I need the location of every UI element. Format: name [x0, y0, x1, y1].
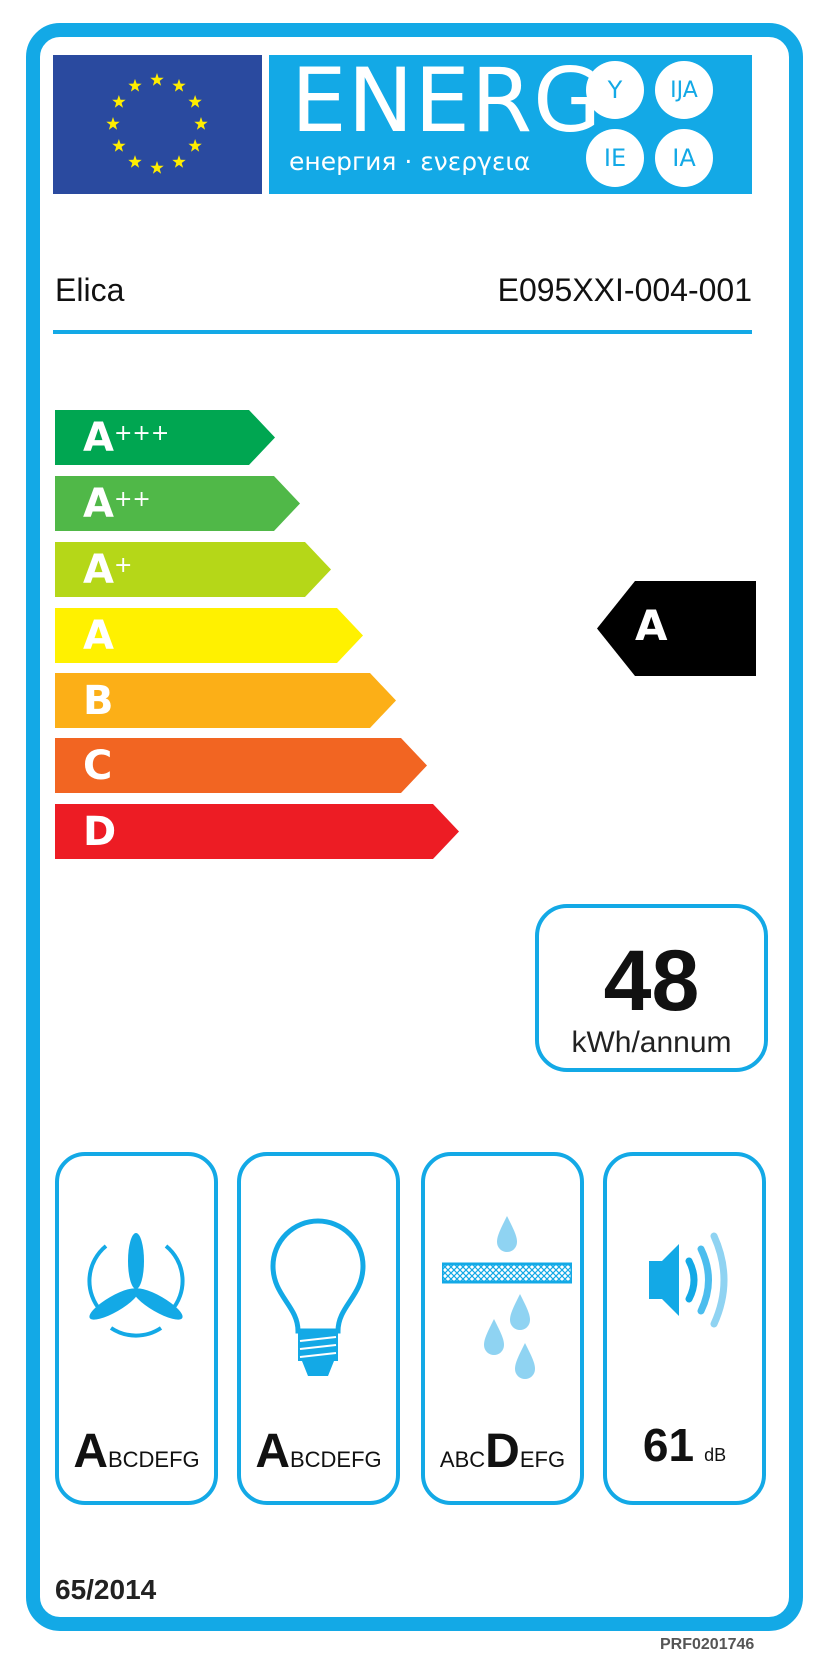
product-class-label: A — [635, 601, 668, 650]
energy-class-label: A+++ — [83, 415, 170, 461]
annual-consumption-box: 48 kWh/annum — [535, 904, 768, 1072]
light-bulb-icon — [270, 1218, 366, 1376]
energy-class-bar: A++ — [55, 476, 300, 531]
energy-class-bar: D — [55, 804, 459, 859]
language-suffix: IE — [586, 129, 644, 187]
energy-class-label: D — [83, 809, 117, 855]
language-suffix: IA — [655, 129, 713, 187]
fluid-dynamic-class: ABCDEFG — [73, 1425, 200, 1478]
energy-class-label: C — [83, 743, 113, 789]
star — [112, 95, 126, 108]
grease-filter-icon — [442, 1216, 572, 1379]
lighting-class: ABCDEFG — [255, 1425, 382, 1478]
energy-class-bar: C — [55, 738, 427, 793]
fan-icon — [87, 1233, 185, 1338]
model-identifier: E095XXI-004-001 — [497, 272, 752, 308]
energy-class-bar: A+++ — [55, 410, 275, 465]
star — [150, 73, 164, 86]
energy-class-label: B — [83, 678, 114, 724]
speaker-noise-icon — [649, 1232, 728, 1328]
star — [128, 78, 142, 92]
grease-filtering-class: ABCDEFG — [439, 1425, 566, 1478]
star — [188, 95, 202, 108]
language-suffix: IJA — [655, 61, 713, 119]
supplier-name: Elica — [55, 272, 125, 308]
consumption-value: 48 — [603, 933, 700, 1029]
energy-class-bar: B — [55, 673, 396, 728]
fluid-dynamic-efficiency-box: ABCDEFG — [55, 1152, 218, 1505]
energy-class-bar: A+ — [55, 542, 331, 597]
energy-title: ENERG — [291, 49, 603, 152]
eu-stars-icon — [106, 73, 208, 174]
star — [106, 117, 120, 130]
noise-level: 61 dB — [642, 1419, 727, 1471]
star — [194, 117, 208, 130]
consumption-unit: kWh/annum — [571, 1026, 732, 1059]
energy-class-label: A++ — [83, 481, 151, 527]
energy-class-label: A — [83, 613, 114, 659]
product-class-arrow: A — [597, 581, 756, 676]
star — [172, 155, 186, 168]
star — [188, 139, 202, 152]
star — [128, 155, 142, 168]
energy-subtitle: енергия · ενεργεια — [289, 147, 531, 176]
energy-banner: ENERG енергия · ενεργεια Y IJA IE IA — [269, 55, 752, 194]
divider — [53, 330, 752, 334]
label-code: PRF0201746 — [660, 1636, 755, 1653]
grease-filtering-efficiency-box: ABCDEFG — [421, 1152, 584, 1505]
lighting-efficiency-box: ABCDEFG — [237, 1152, 400, 1505]
energy-class-label: A+ — [83, 547, 133, 593]
star — [172, 78, 186, 92]
energy-class-bar: A — [55, 608, 363, 663]
label-frame — [26, 23, 803, 1631]
star — [150, 161, 164, 174]
noise-box: 61 dB — [603, 1152, 766, 1505]
language-suffix: Y — [586, 61, 644, 119]
star — [112, 139, 126, 152]
eu-flag — [53, 55, 262, 194]
regulation-number: 65/2014 — [55, 1574, 157, 1605]
